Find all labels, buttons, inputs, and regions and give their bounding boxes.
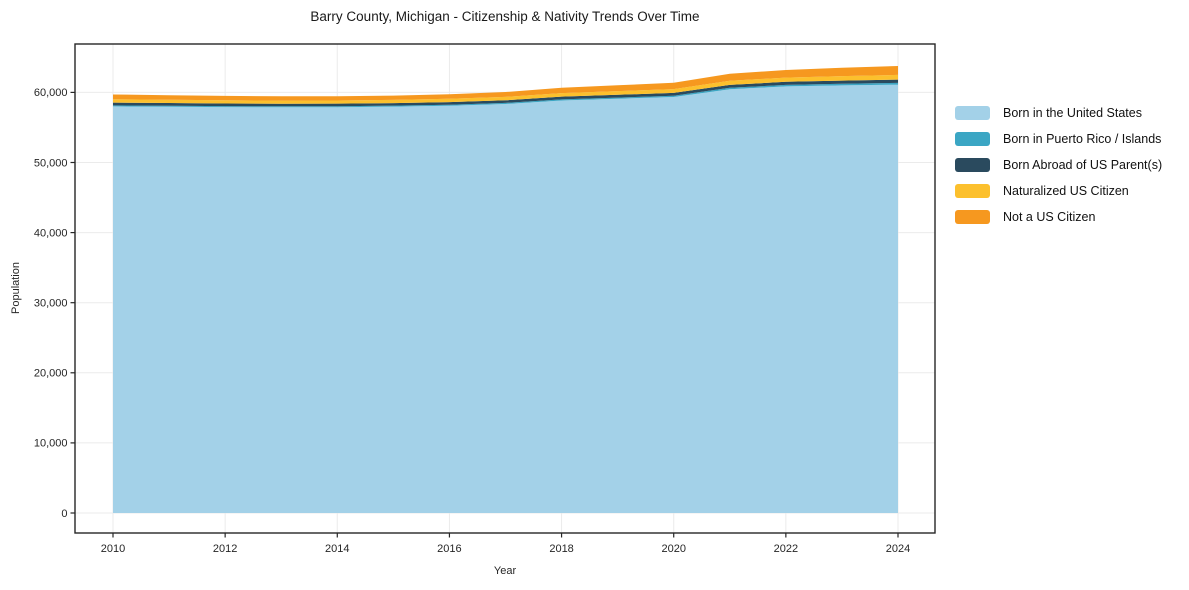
y-tick-label-10000: 10,000: [34, 438, 68, 450]
legend-swatch-icon: [955, 131, 990, 146]
area-born-in-the-united-states: [113, 84, 898, 513]
legend-item-label: Born Abroad of US Parent(s): [1003, 157, 1163, 172]
y-tick-label-0: 0: [61, 508, 67, 520]
x-tick-label-2024: 2024: [886, 543, 910, 555]
legend-item-label: Born in Puerto Rico / Islands: [1003, 131, 1162, 146]
legend-item-label: Naturalized US Citizen: [1003, 183, 1129, 198]
legend: Born in the United States Born in Puerto …: [955, 103, 1162, 233]
x-tick-label-2016: 2016: [437, 543, 461, 555]
y-axis-label: Population: [10, 262, 22, 314]
area-naturalized-us-citizen: [113, 74, 898, 104]
legend-item-label: Born in the United States: [1003, 105, 1142, 120]
x-tick-label-2020: 2020: [661, 543, 685, 555]
area-born-in-puerto-rico-islands: [113, 82, 898, 108]
x-tick-label-2022: 2022: [774, 543, 798, 555]
legend-item-born-in-puerto-rico-islands: Born in Puerto Rico / Islands: [955, 129, 1162, 148]
legend-item-label: Not a US Citizen: [1003, 209, 1096, 224]
legend-swatch-icon: [955, 105, 990, 120]
legend-item-naturalized-us-citizen: Naturalized US Citizen: [955, 181, 1162, 200]
plot-border: [74, 43, 936, 534]
x-tick-label-2012: 2012: [213, 543, 237, 555]
y-tick-label-30000: 30,000: [34, 298, 68, 310]
area-born-abroad-of-us-parent-s: [113, 79, 898, 107]
y-tick-label-60000: 60,000: [34, 87, 68, 99]
y-tick-label-20000: 20,000: [34, 368, 68, 380]
legend-item-born-abroad-of-us-parent-s: Born Abroad of US Parent(s): [955, 155, 1162, 174]
x-tick-label-2018: 2018: [549, 543, 573, 555]
legend-swatch-icon: [955, 209, 990, 224]
legend-swatch-icon: [955, 183, 990, 198]
y-tick-label-40000: 40,000: [34, 227, 68, 239]
y-tick-label-50000: 50,000: [34, 157, 68, 169]
legend-item-not-a-us-citizen: Not a US Citizen: [955, 207, 1162, 226]
x-tick-label-2014: 2014: [325, 543, 349, 555]
area-not-a-us-citizen: [113, 66, 898, 101]
legend-swatch-icon: [955, 157, 990, 172]
x-tick-label-2010: 2010: [101, 543, 125, 555]
legend-item-born-in-the-united-states: Born in the United States: [955, 103, 1162, 122]
x-axis-label: Year: [493, 565, 517, 577]
chart-title: Barry County, Michigan - Citizenship & N…: [310, 9, 700, 24]
